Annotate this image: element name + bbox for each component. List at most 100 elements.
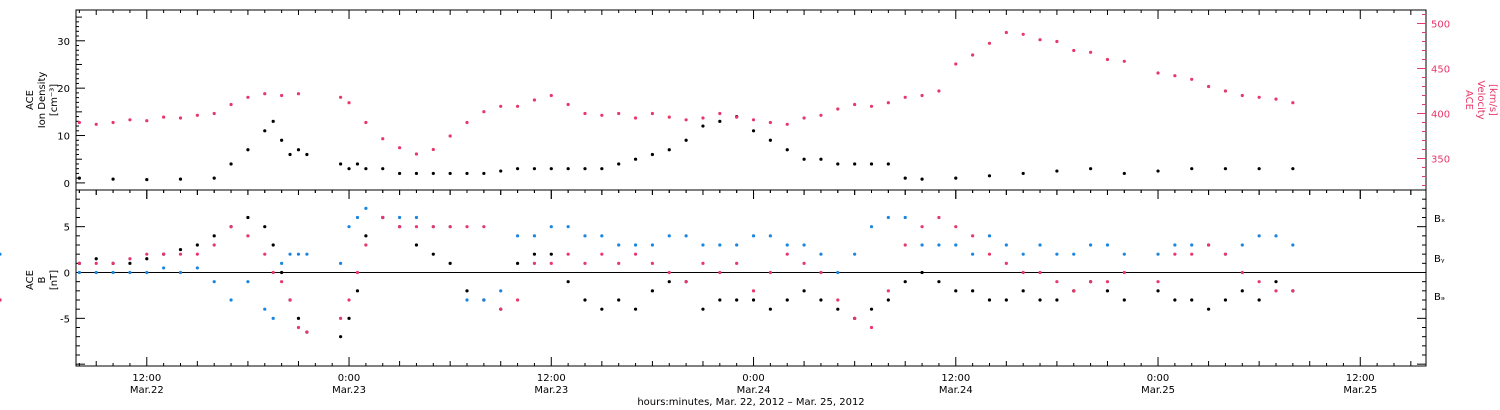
point-bz [1274,289,1278,293]
point-by [1038,243,1042,247]
point-bz [397,225,402,229]
point-bz [1089,280,1093,284]
point-velocity [499,104,503,108]
point-ion-density [836,162,840,166]
point-velocity [482,110,486,114]
point-ion-density [785,148,789,152]
point-by [1089,243,1093,247]
point-velocity [1240,93,1244,98]
point-bx [869,307,874,311]
point-bz [162,252,166,256]
top-right-label-line3: [km/s] [1487,84,1498,116]
point-by [836,270,840,275]
point-ion-density [499,169,503,173]
point-bz [212,243,216,247]
point-bx [971,289,975,293]
point-velocity [1291,101,1295,105]
point-bz [1021,270,1025,275]
legend-by: Bᵧ [1434,254,1445,265]
point-ion-density [431,171,435,176]
point-velocity [853,102,857,107]
point-bz [853,316,857,320]
axis-ticks: 12:00Mar.220:00Mar.2312:00Mar.230:00Mar.… [57,10,1450,396]
point-bx [465,289,469,293]
point-bz [532,261,537,265]
point-by [1173,243,1177,247]
point-bz [735,261,739,265]
point-by [499,289,503,293]
x-tick-label-time: 0:00 [742,373,764,384]
point-bx [1257,298,1261,302]
point-ion-density [802,157,806,161]
point-ion-density [701,124,705,128]
point-velocity [836,107,840,111]
top-panel-frame [75,9,1427,191]
point-velocity [195,113,199,117]
x-axis-title: hours:minutes, Mar. 22, 2012 – Mar. 25, … [637,397,864,408]
x-tick-label-date: Mar.23 [332,385,366,396]
point-velocity [162,115,166,119]
point-bz [448,225,452,229]
point-by [288,252,292,256]
point-by [886,215,890,220]
point-velocity [1257,95,1261,99]
point-velocity [819,113,823,117]
point-ion-density [229,162,233,166]
point-by [1105,243,1110,247]
x-tick-label-date: Mar.25 [1141,385,1175,396]
point-by [1004,243,1008,247]
point-ion-density [397,171,402,176]
point-bz [869,325,874,330]
point-bx [1173,298,1177,302]
point-bx [886,298,890,302]
point-bz [431,225,435,229]
point-bz [94,261,98,265]
point-bz [650,261,655,265]
point-velocity [212,111,216,116]
point-bz [903,243,907,247]
point-ion-density [684,138,688,142]
point-bz [296,325,301,330]
top-left-y-tick-label: 0 [64,179,70,190]
point-bz [111,261,115,265]
point-by [1190,243,1194,247]
point-bx [701,307,705,311]
point-bx [836,307,840,311]
point-velocity [1089,50,1093,54]
point-bz [271,270,275,275]
point-velocity [1190,77,1194,81]
point-by [364,206,368,210]
point-velocity [532,98,537,102]
point-by [1257,234,1261,238]
point-velocity [617,111,621,116]
point-by [853,252,857,256]
point-ion-density [77,176,81,180]
point-velocity [600,113,604,117]
point-bz [566,252,570,256]
point-ion-density [920,177,924,181]
point-bx [566,280,570,284]
point-by [785,243,789,247]
point-velocity [347,101,351,105]
top-left-y-tick-label: 10 [57,132,70,143]
point-by [305,252,309,256]
point-velocity [684,118,688,122]
point-bz [499,307,503,311]
point-bz [263,252,267,256]
point-by [212,280,216,284]
point-velocity [381,137,385,141]
point-velocity [94,122,98,126]
point-velocity [1021,32,1025,36]
point-velocity [1206,84,1211,89]
point-velocity [633,116,638,120]
point-by [735,243,739,247]
point-bz [246,234,250,238]
point-bz [381,215,385,220]
point-velocity [431,147,435,152]
point-velocity [971,53,975,57]
point-bz [987,252,992,256]
point-by [701,243,705,247]
point-velocity [768,120,772,125]
x-tick-label-time: 12:00 [132,373,161,384]
